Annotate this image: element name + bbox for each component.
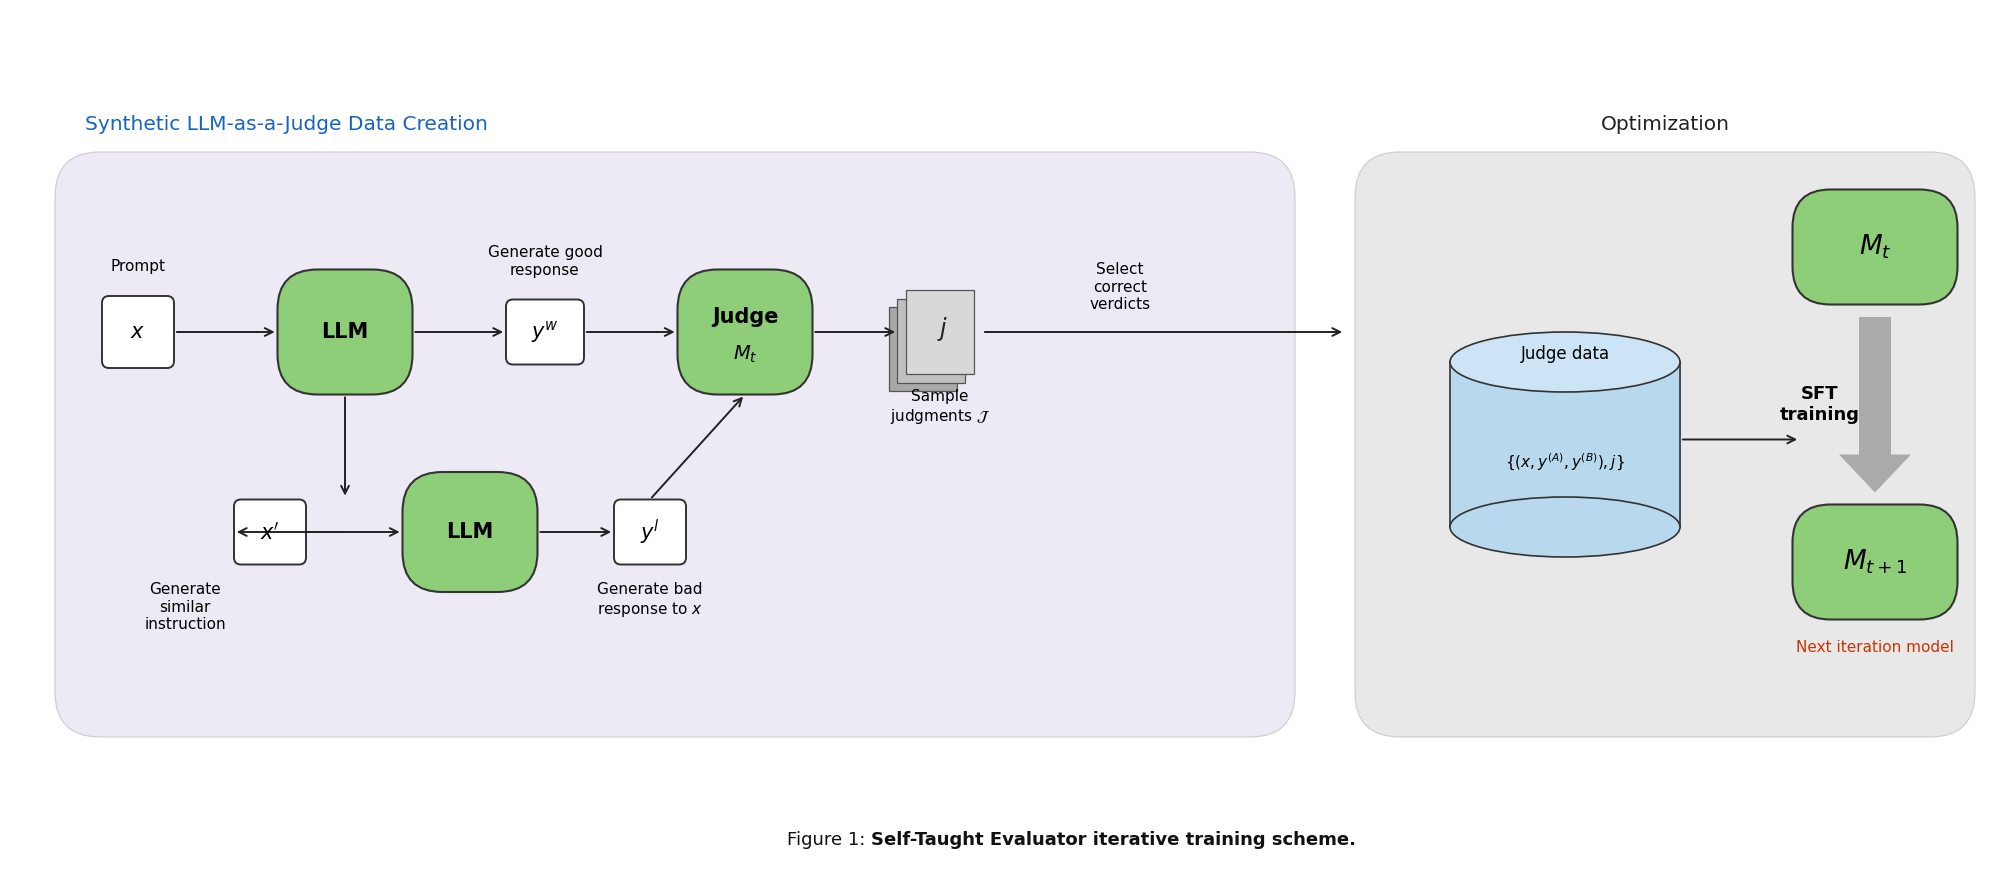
Ellipse shape [1451, 332, 1680, 392]
FancyBboxPatch shape [905, 290, 974, 374]
FancyBboxPatch shape [614, 500, 686, 565]
Text: $M_t$: $M_t$ [732, 343, 757, 365]
FancyBboxPatch shape [897, 299, 966, 383]
FancyBboxPatch shape [889, 307, 958, 391]
Text: Generate bad
response to $x$: Generate bad response to $x$ [598, 582, 702, 619]
FancyBboxPatch shape [1793, 189, 1958, 304]
Text: Judge: Judge [712, 307, 779, 327]
Text: Generate good
response: Generate good response [487, 245, 602, 277]
Text: $M_t$: $M_t$ [1859, 233, 1891, 261]
Text: Prompt: Prompt [111, 259, 165, 274]
Text: $M_{t+1}$: $M_{t+1}$ [1843, 548, 1907, 576]
Text: Judge data: Judge data [1521, 345, 1610, 363]
FancyBboxPatch shape [678, 269, 813, 394]
FancyBboxPatch shape [233, 500, 306, 565]
Polygon shape [1839, 455, 1911, 492]
Text: LLM: LLM [322, 322, 368, 342]
Text: Optimization: Optimization [1600, 115, 1730, 134]
FancyBboxPatch shape [1859, 317, 1891, 455]
FancyBboxPatch shape [402, 472, 537, 592]
Text: $y^l$: $y^l$ [640, 517, 660, 547]
Text: $x$: $x$ [131, 322, 145, 342]
Text: Synthetic LLM-as-a-Judge Data Creation: Synthetic LLM-as-a-Judge Data Creation [85, 115, 487, 134]
Text: Figure 1:: Figure 1: [787, 831, 871, 849]
Text: SFT
training: SFT training [1781, 385, 1859, 424]
Text: $x'$: $x'$ [260, 521, 280, 543]
FancyBboxPatch shape [1793, 505, 1958, 620]
Text: Self-Taught Evaluator iterative training scheme.: Self-Taught Evaluator iterative training… [871, 831, 1356, 849]
Text: Next iteration model: Next iteration model [1797, 640, 1954, 655]
Text: $j$: $j$ [938, 315, 948, 343]
Text: LLM: LLM [447, 522, 493, 542]
FancyBboxPatch shape [54, 152, 1296, 737]
Text: $y^w$: $y^w$ [531, 319, 559, 345]
Text: Select
correct
verdicts: Select correct verdicts [1088, 262, 1151, 312]
Ellipse shape [1451, 497, 1680, 557]
Polygon shape [1451, 362, 1680, 527]
Text: $\{(x, y^{(A)}, y^{(B)}), j\}$: $\{(x, y^{(A)}, y^{(B)}), j\}$ [1505, 451, 1626, 473]
FancyBboxPatch shape [1354, 152, 1976, 737]
Text: Generate
similar
instruction: Generate similar instruction [145, 582, 225, 632]
Text: Sample
judgments $\mathcal{J}$: Sample judgments $\mathcal{J}$ [889, 389, 990, 425]
FancyBboxPatch shape [103, 296, 173, 368]
FancyBboxPatch shape [505, 300, 583, 365]
FancyBboxPatch shape [278, 269, 412, 394]
